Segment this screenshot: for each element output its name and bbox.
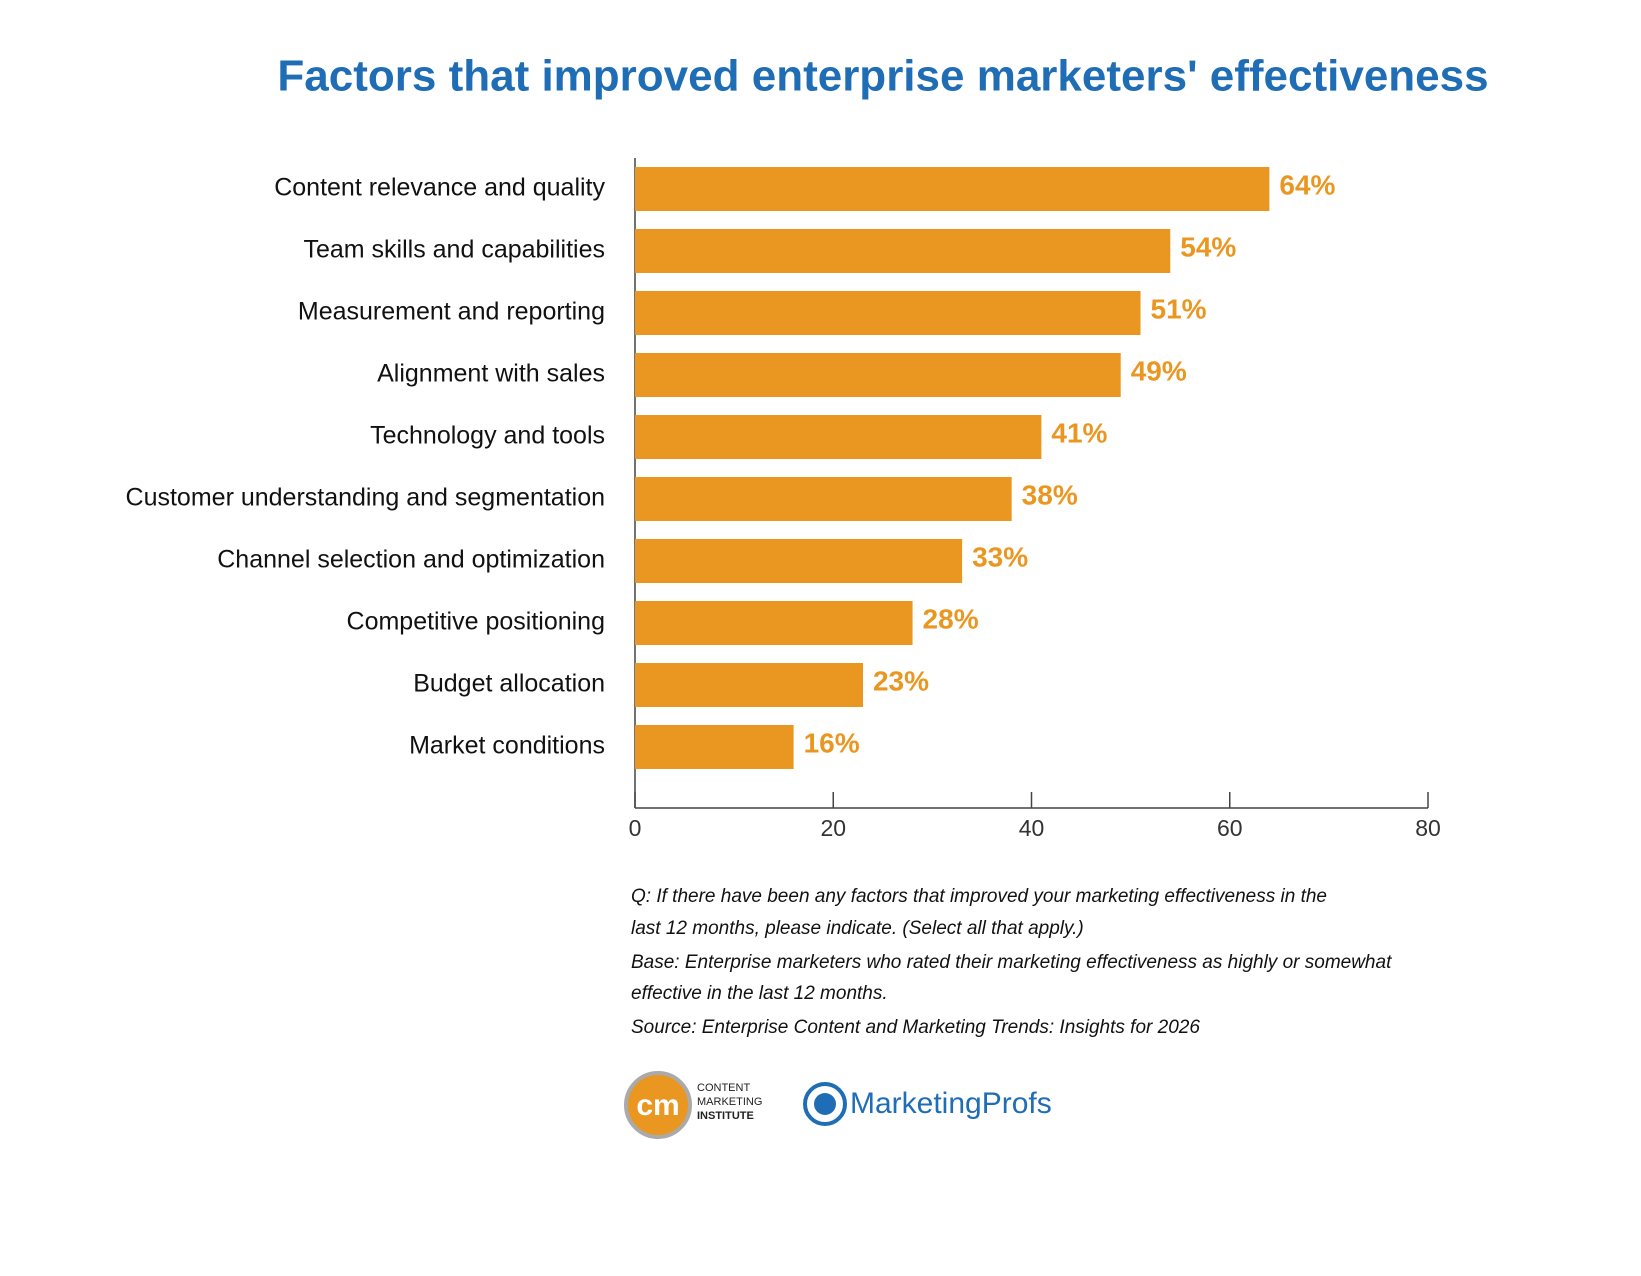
value-label: 28% xyxy=(923,603,979,634)
mp-bird xyxy=(814,1093,836,1115)
y-tick-label: Budget allocation xyxy=(413,670,605,698)
y-tick-label: Alignment with sales xyxy=(377,360,605,388)
value-label: 16% xyxy=(804,727,860,758)
bar xyxy=(635,415,1042,459)
y-tick-label: Measurement and reporting xyxy=(298,298,605,326)
chart-title: Factors that improved enterprise markete… xyxy=(277,52,1488,101)
x-tick-label: 40 xyxy=(1019,815,1045,841)
mp-logo: MarketingProfs xyxy=(803,1082,1052,1126)
value-label: 54% xyxy=(1180,231,1236,262)
cmi-text: INSTITUTE xyxy=(697,1110,754,1122)
bar xyxy=(635,725,794,769)
value-label: 23% xyxy=(873,665,929,696)
x-tick-label: 80 xyxy=(1415,815,1441,841)
y-tick-label: Technology and tools xyxy=(370,422,605,450)
value-label: 49% xyxy=(1131,355,1187,386)
value-label: 33% xyxy=(972,541,1028,572)
footnote: last 12 months, please indicate. (Select… xyxy=(631,918,1084,939)
bar xyxy=(635,477,1012,521)
x-tick-label: 0 xyxy=(629,815,642,841)
y-tick-label: Team skills and capabilities xyxy=(303,236,605,264)
cmi-mark: cm xyxy=(636,1089,679,1122)
y-tick-label: Market conditions xyxy=(409,732,605,760)
bar xyxy=(635,167,1270,211)
footnote: Q: If there have been any factors that i… xyxy=(631,886,1327,907)
cmi-text: CONTENT xyxy=(697,1082,750,1094)
value-label: 64% xyxy=(1279,169,1335,200)
y-tick-label: Content relevance and quality xyxy=(274,174,605,202)
cmi-circle xyxy=(624,1071,692,1139)
cmi-text: MARKETING xyxy=(697,1096,762,1108)
footnote: Source: Enterprise Content and Marketing… xyxy=(631,1017,1200,1038)
bar xyxy=(635,601,913,645)
y-tick-label: Customer understanding and segmentation xyxy=(126,484,605,512)
x-tick-label: 20 xyxy=(820,815,846,841)
footnote: effective in the last 12 months. xyxy=(631,983,888,1004)
value-label: 41% xyxy=(1051,417,1107,448)
x-tick-label: 60 xyxy=(1217,815,1243,841)
bar xyxy=(635,663,863,707)
cmi-logo: cm CONTENT MARKETING INSTITUTE xyxy=(624,1071,762,1139)
bar xyxy=(635,291,1141,335)
footnote: Base: Enterprise marketers who rated the… xyxy=(631,952,1392,973)
y-tick-label: Channel selection and optimization xyxy=(217,546,605,574)
value-label: 38% xyxy=(1022,479,1078,510)
bar xyxy=(635,539,963,583)
y-tick-label: Competitive positioning xyxy=(347,608,605,636)
bar xyxy=(635,353,1121,397)
mp-text: MarketingProfs xyxy=(850,1087,1052,1120)
bar xyxy=(635,229,1171,273)
value-label: 51% xyxy=(1151,293,1207,324)
